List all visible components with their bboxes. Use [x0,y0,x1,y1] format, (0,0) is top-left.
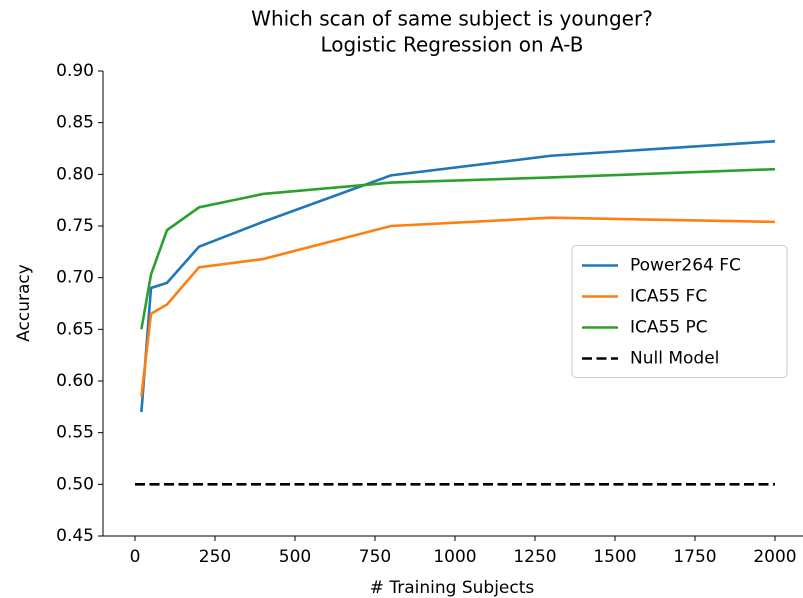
y-tick-label: 0.45 [56,526,94,546]
legend: Power264 FC ICA55 FC ICA55 PC Null Model [571,245,788,378]
y-tick-label: 0.50 [56,474,94,494]
series-line [140,167,776,330]
y-tick-label: 0.60 [56,371,94,391]
legend-label: Null Model [630,349,719,369]
x-tick-label: 500 [279,547,311,567]
y-axis-label: Accuracy [14,264,34,342]
y-tick-label: 0.55 [56,423,94,443]
x-tick-label: 2000 [753,547,796,567]
x-axis-label: # Training Subjects [370,578,535,598]
x-tick-label: 1500 [593,547,636,567]
x-tick-label: 0 [130,547,141,567]
y-tick-label: 0.85 [56,113,94,133]
y-tick-label: 0.90 [56,61,94,81]
legend-label: ICA55 FC [630,287,707,307]
x-tick-label: 250 [199,547,231,567]
x-tick-label: 750 [359,547,391,567]
y-tick-label: 0.70 [56,268,94,288]
y-tick-label: 0.75 [56,216,94,236]
legend-label: ICA55 PC [630,318,708,338]
series-line [140,216,776,397]
chart-subtitle: Logistic Regression on A-B [321,33,584,57]
chart-title: Which scan of same subject is younger? [251,7,653,31]
x-tick-label: 1250 [513,547,556,567]
y-tick-label: 0.65 [56,319,94,339]
legend-box [571,245,788,378]
y-tick-label: 0.80 [56,164,94,184]
x-tick-label: 1750 [673,547,716,567]
legend-label: Power264 FC [630,256,741,276]
x-tick-label: 1000 [433,547,476,567]
series-line [140,139,776,413]
